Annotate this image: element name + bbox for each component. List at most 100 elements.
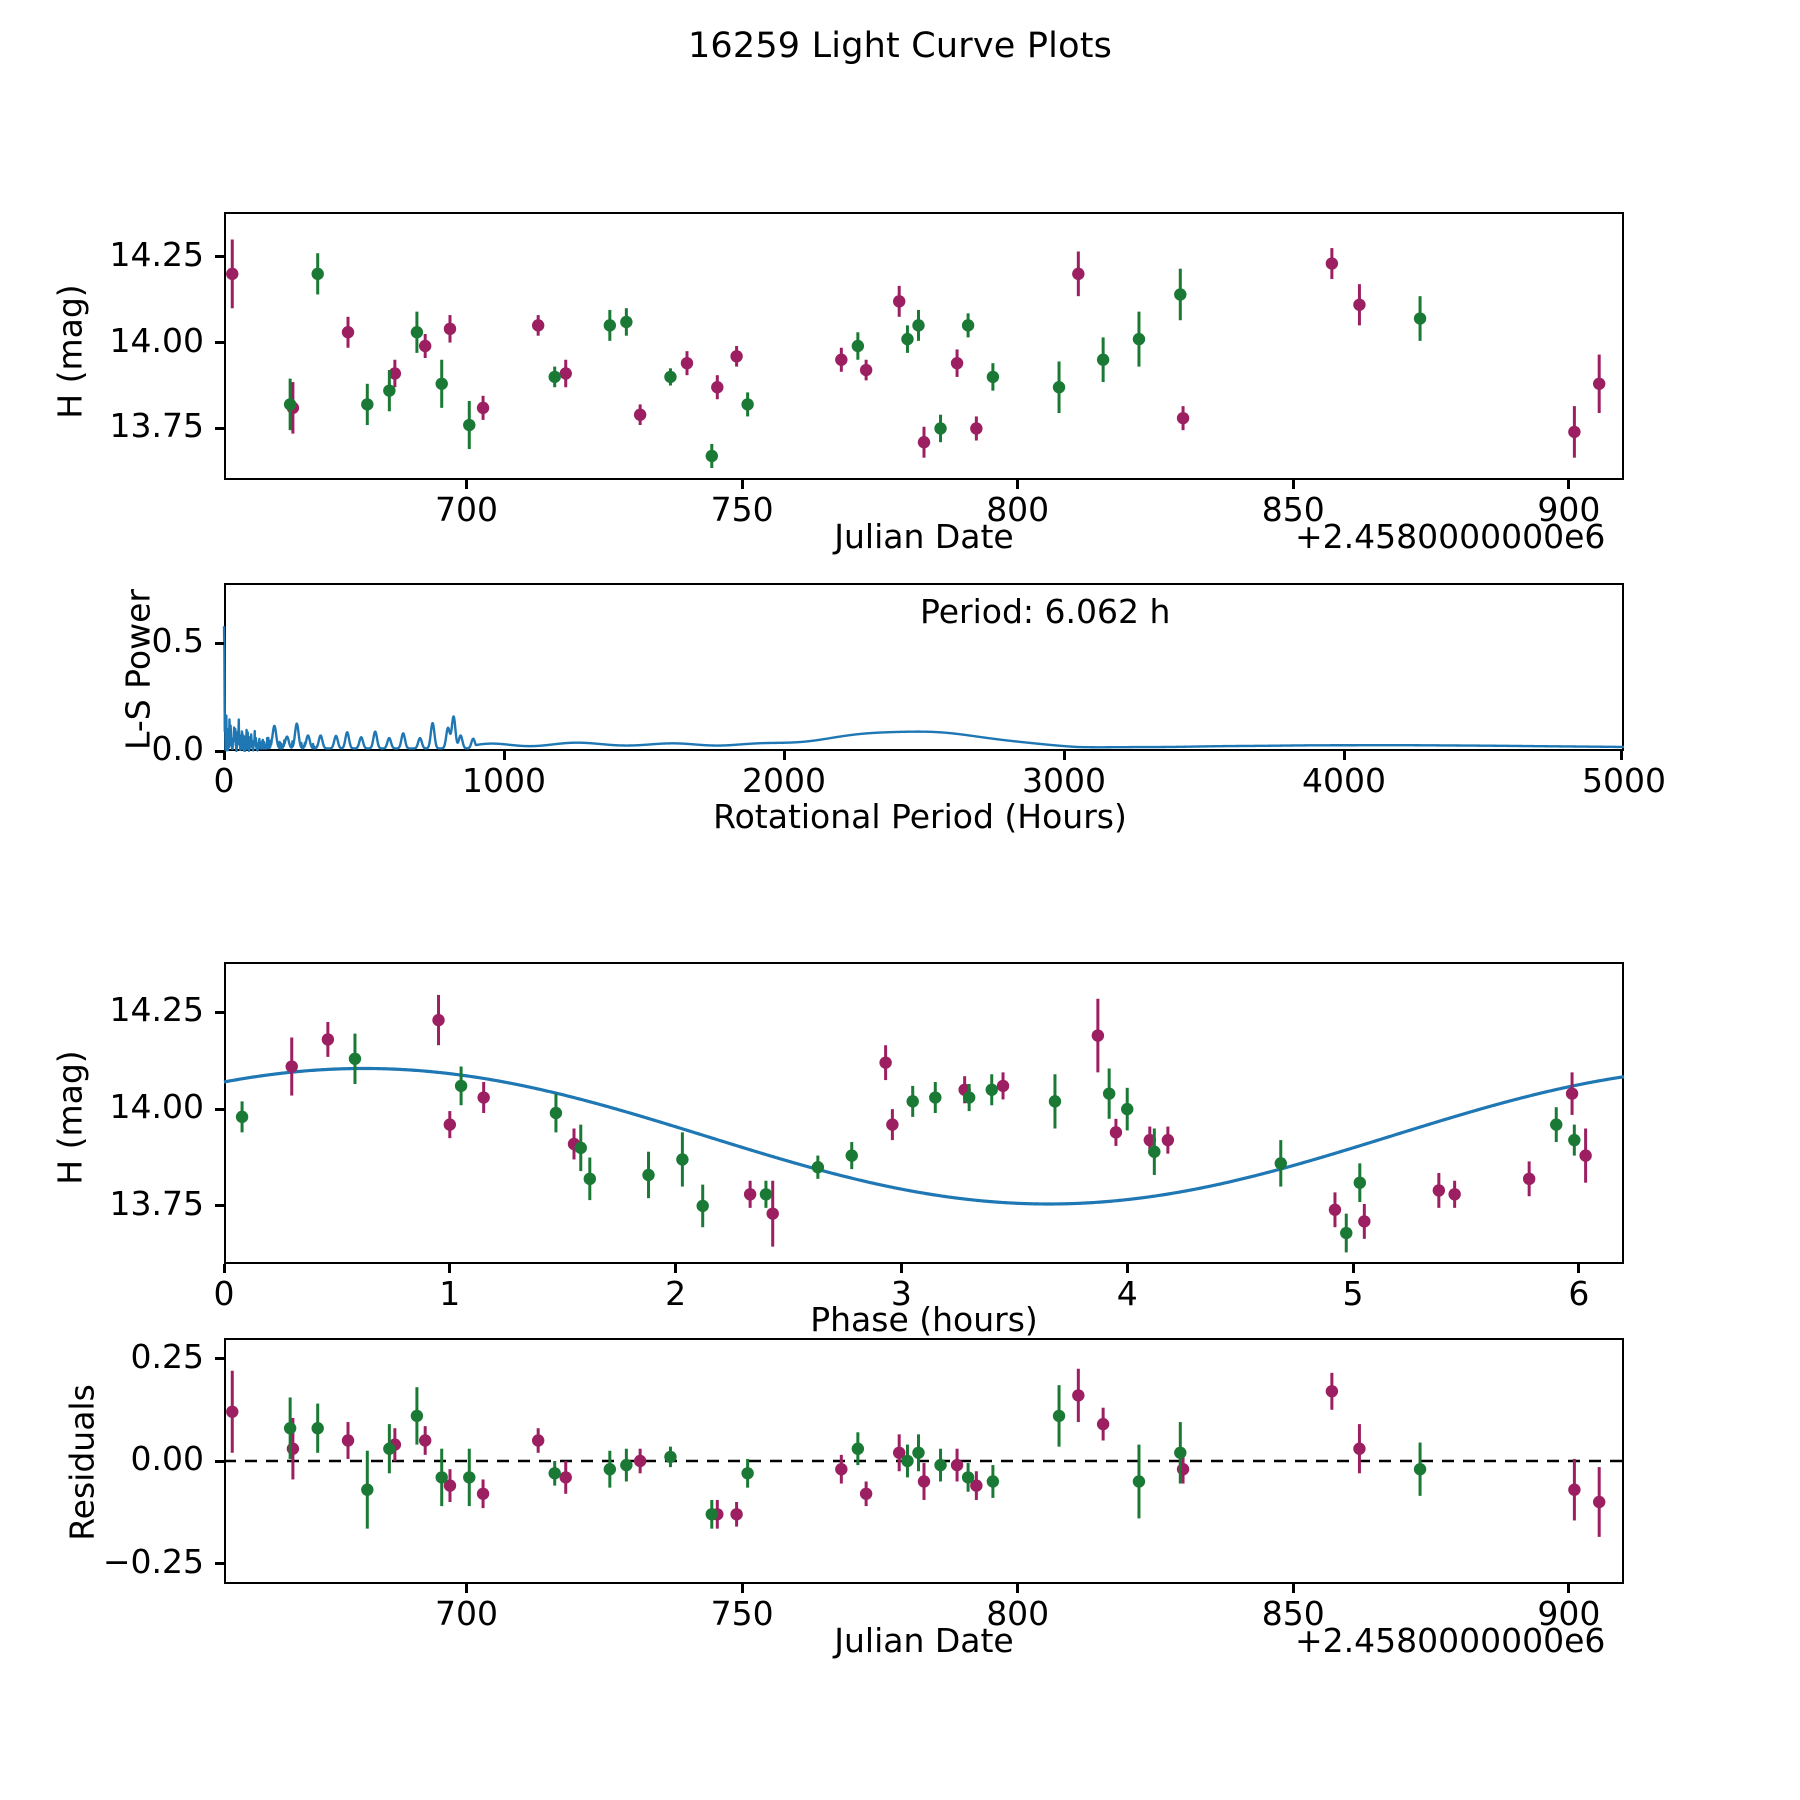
axis-tick-mark [215,1204,224,1208]
data-point [388,367,402,380]
lightcurve-offset-text: +2.4580000000e6 [1295,517,1606,556]
data-point [285,1060,298,1073]
data-point [410,1409,424,1423]
axis-tick-mark [674,1264,678,1273]
axis-tick-mark [215,341,224,345]
phase-ytick-0: 14.25 [109,990,204,1030]
data-point [531,1434,545,1447]
data-point [1176,1463,1190,1476]
data-point [418,1434,432,1447]
axis-tick-mark [448,1264,452,1273]
data-point [226,1405,239,1418]
lightcurve-panel [224,212,1624,480]
axis-tick-mark [1125,1264,1129,1273]
data-point [1109,1126,1123,1139]
lightcurve-ytick-1: 14.00 [109,320,204,360]
data-point [835,1463,848,1476]
data-point [1568,1133,1581,1147]
data-point [1052,1409,1066,1423]
data-point [835,353,848,366]
axis-tick-mark [222,1264,226,1273]
phase-xtick-5: 5 [1342,1274,1364,1313]
data-point [1161,1133,1175,1147]
data-point [1358,1215,1371,1228]
axis-tick-mark [1016,480,1020,489]
data-point [603,1463,617,1476]
data-point [711,381,724,394]
data-point [986,1475,1000,1488]
data-point [559,1471,572,1484]
lightcurve-xtick-1: 750 [710,490,774,529]
data-point [361,398,374,411]
residuals-xtick-3: 850 [1261,1594,1325,1633]
data-point [962,1091,976,1104]
data-point [583,1172,597,1186]
residuals-xtick-4: 900 [1537,1594,1601,1633]
series-series_b [283,253,1427,468]
data-point [454,1079,468,1093]
data-point [1568,425,1581,439]
data-point [1132,332,1146,346]
lightcurve-xtick-3: 850 [1261,490,1325,529]
data-point [1592,377,1606,390]
data-point [934,422,947,435]
data-point [476,1487,490,1500]
data-point [934,1458,947,1472]
data-point [1550,1118,1563,1131]
axis-tick-mark [782,751,786,760]
data-point [235,1110,249,1124]
residuals-plot-area [224,1368,1624,1537]
data-point [559,367,572,380]
data-point [435,377,448,390]
axis-tick-mark [465,480,469,489]
data-point [1274,1157,1287,1170]
data-point [730,350,743,363]
data-point [435,1471,448,1484]
data-point [463,418,476,432]
data-point [531,319,545,332]
phase-xtick-1: 1 [439,1274,461,1313]
axis-tick-mark [215,255,224,259]
axis-tick-mark [465,1584,469,1593]
data-point [1340,1226,1353,1240]
data-point [970,1479,983,1492]
data-point [1096,1417,1110,1431]
axis-tick-mark [1619,751,1623,760]
data-point [917,436,931,449]
data-point [811,1161,825,1174]
axis-tick-mark [1342,751,1346,760]
data-point [443,1479,457,1492]
data-point [985,1083,998,1096]
periodogram-ytick-1: 0.0 [151,729,204,768]
data-point [383,1442,396,1455]
data-point [1052,381,1066,394]
data-point [1048,1095,1062,1108]
data-point [961,319,975,332]
phase-xtick-2: 2 [665,1274,687,1313]
residuals-ytick-0: 0.25 [130,1336,204,1376]
phase-xlabel: Phase (hours) [810,1300,1038,1339]
model-sinusoid [223,1066,1625,1206]
data-point [970,422,983,435]
data-point [418,339,432,353]
residuals-ytick-2: −0.25 [102,1541,204,1581]
data-point [1353,298,1366,311]
data-point [1522,1172,1536,1186]
data-point [886,1118,899,1131]
data-point [549,1106,563,1120]
data-point [1072,1389,1085,1402]
phase-ytick-1: 14.00 [109,1087,204,1127]
axis-tick-mark [1291,1584,1295,1593]
data-point [341,326,355,339]
periodogram-xtick-0: 0 [213,761,235,800]
data-point [1176,411,1190,425]
period-annotation: Period: 6.062 h [920,592,1171,631]
residuals-ytick-1: 0.00 [130,1439,204,1478]
periodogram-xlabel: Rotational Period (Hours) [713,797,1127,836]
data-point [1432,1184,1446,1197]
lightcurve-xtick-2: 800 [986,490,1050,529]
data-point [341,1434,355,1447]
axis-tick-mark [215,641,224,645]
axis-tick-mark [899,1264,903,1273]
residuals-panel [224,1338,1624,1584]
